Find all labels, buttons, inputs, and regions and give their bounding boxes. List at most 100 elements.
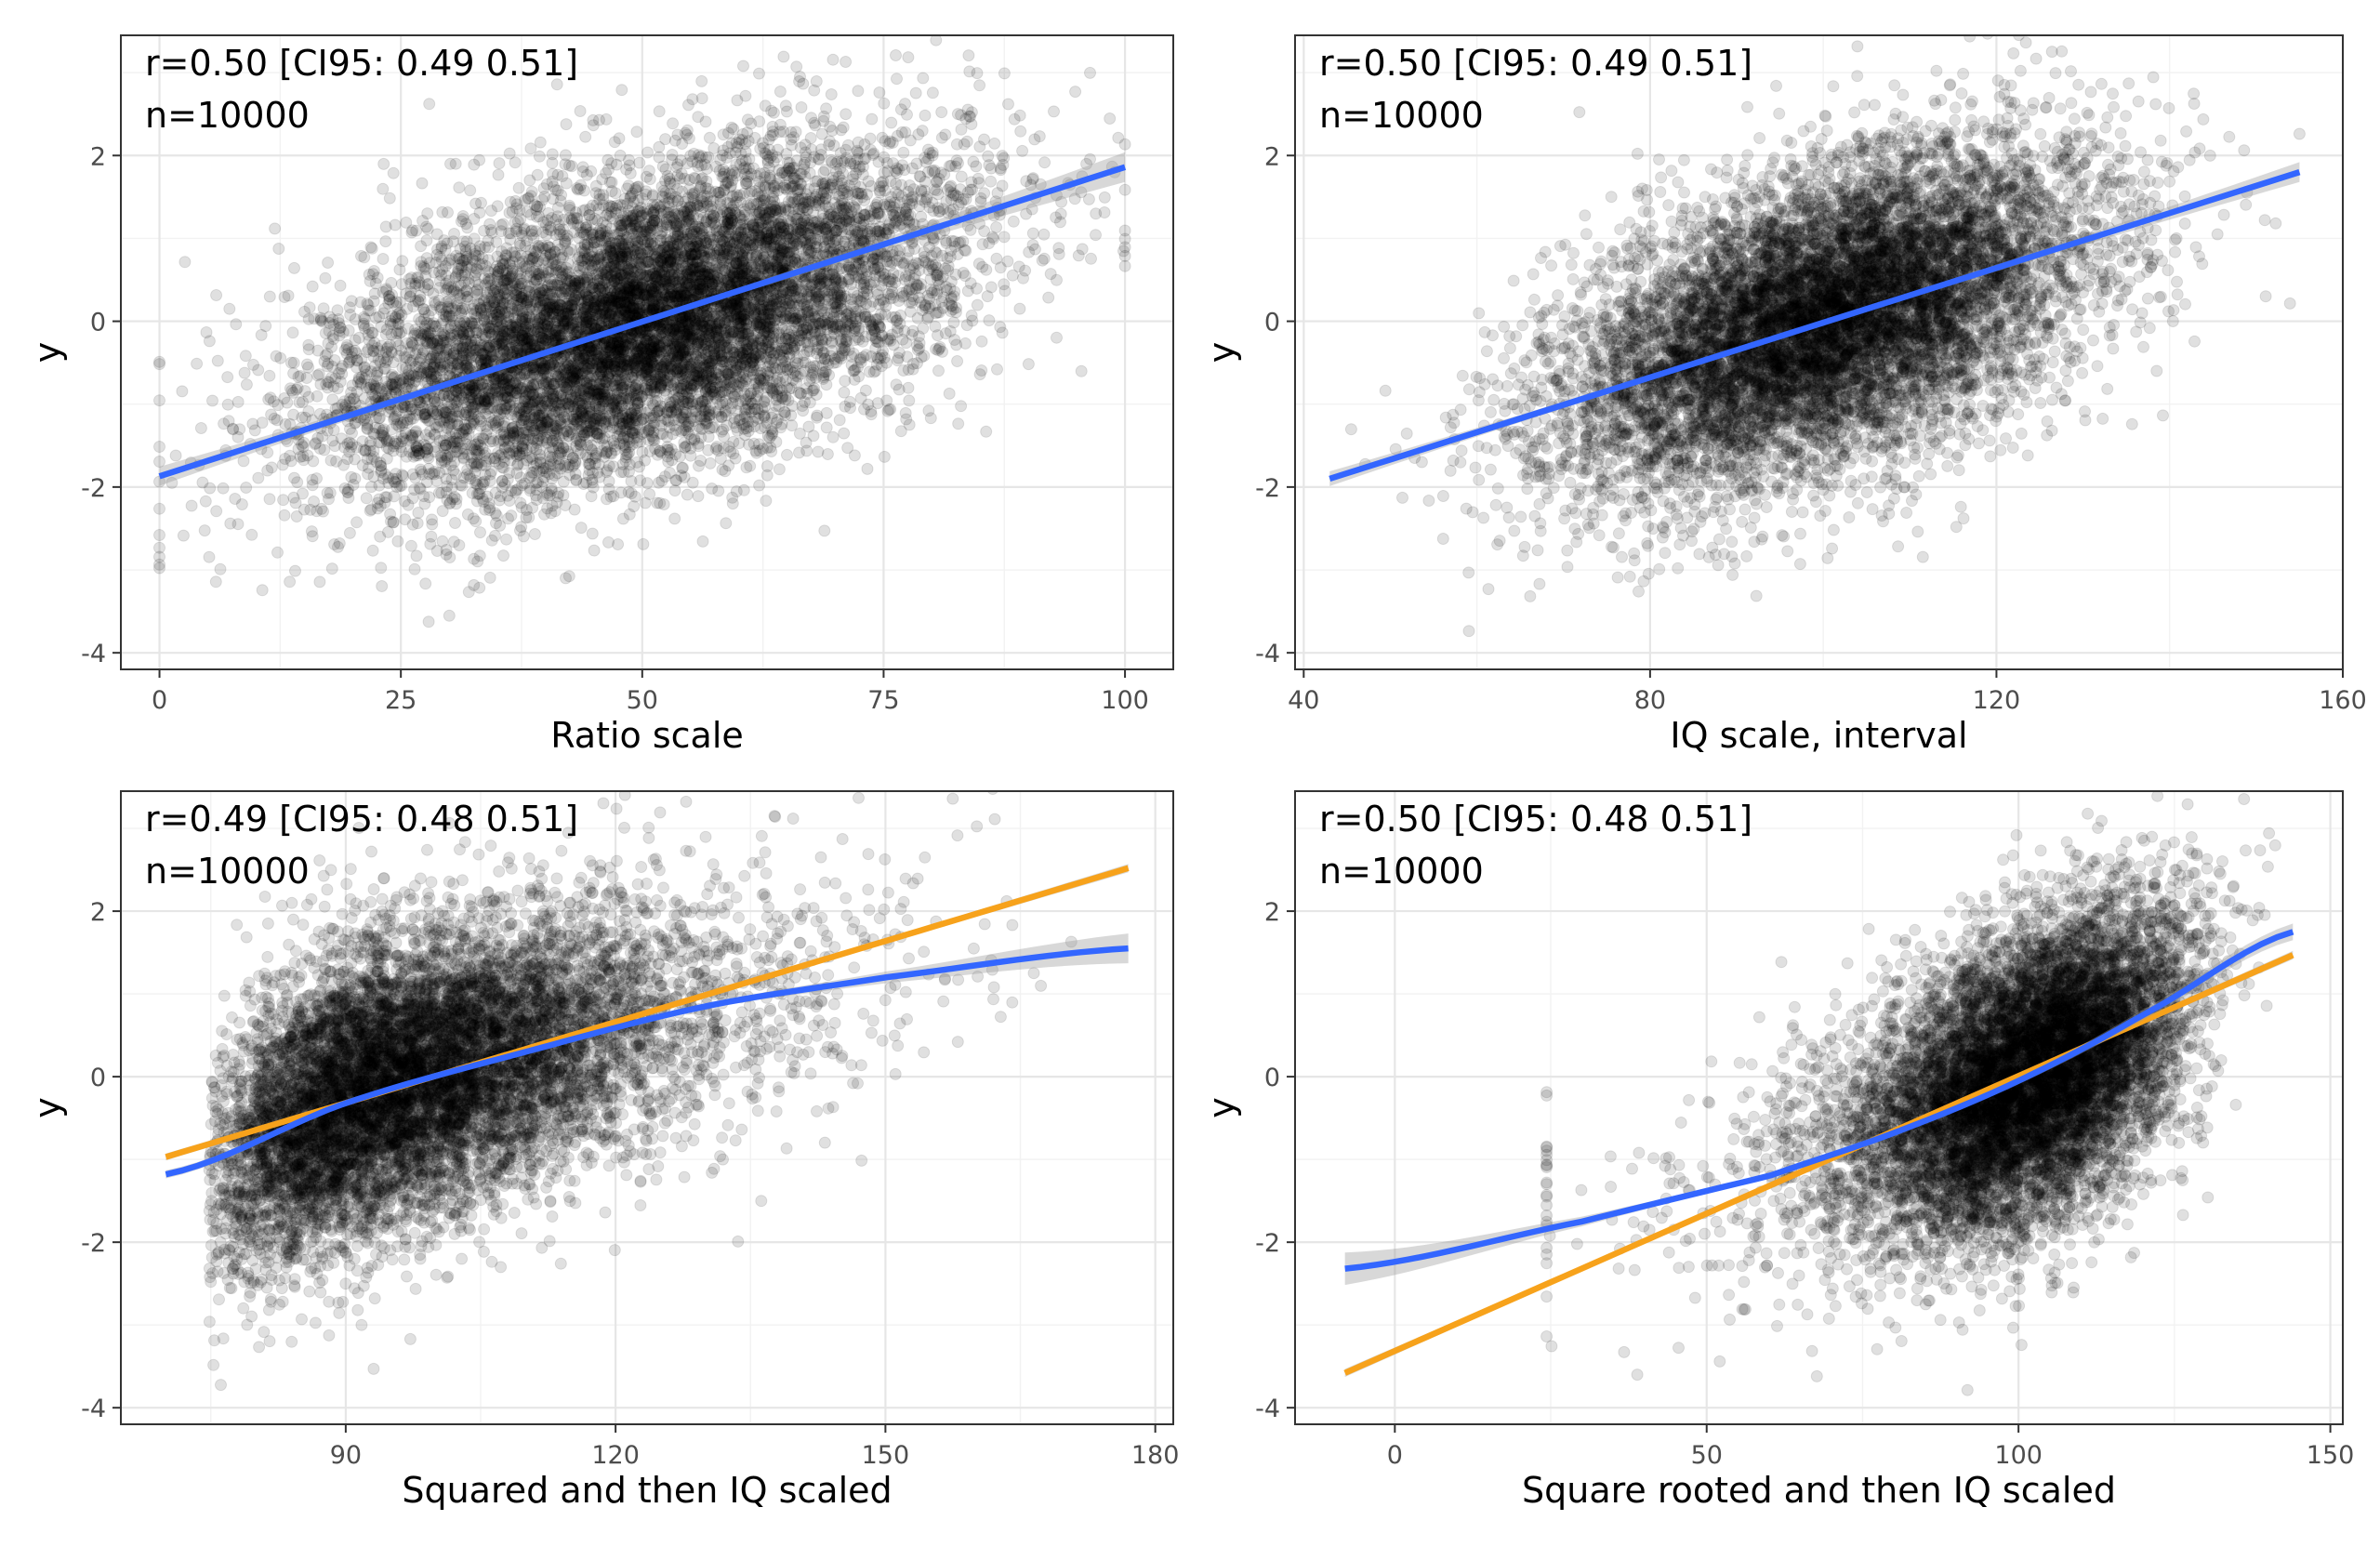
data-point xyxy=(661,240,674,253)
data-point xyxy=(365,453,378,466)
data-point xyxy=(514,267,527,280)
data-point xyxy=(795,178,808,191)
data-point xyxy=(379,235,392,248)
data-point xyxy=(821,323,834,336)
data-point xyxy=(822,210,835,223)
data-point xyxy=(798,163,811,176)
data-point xyxy=(428,391,441,404)
data-point xyxy=(528,395,541,408)
data-point xyxy=(1104,112,1117,125)
data-point xyxy=(618,375,631,387)
data-point xyxy=(498,399,511,412)
data-point xyxy=(656,428,669,441)
data-point xyxy=(337,458,350,471)
data-point xyxy=(747,415,760,428)
data-point xyxy=(870,199,882,211)
data-point xyxy=(419,577,432,590)
data-point xyxy=(512,181,525,194)
data-point xyxy=(550,496,563,509)
data-point xyxy=(707,218,720,231)
data-point xyxy=(840,56,853,68)
data-point xyxy=(866,112,879,126)
data-point xyxy=(681,228,694,241)
data-point xyxy=(871,253,884,266)
data-point xyxy=(169,449,182,462)
data-point xyxy=(1068,192,1081,205)
scatter-points xyxy=(153,35,1131,628)
data-point xyxy=(676,372,689,385)
data-point xyxy=(443,430,456,443)
data-point xyxy=(586,476,599,489)
data-point xyxy=(842,261,855,274)
data-point xyxy=(605,157,618,170)
data-point xyxy=(442,300,455,313)
data-point xyxy=(194,422,207,434)
data-point xyxy=(1048,105,1060,118)
data-point xyxy=(177,529,190,542)
data-point xyxy=(548,377,561,390)
data-point xyxy=(965,118,978,130)
data-point xyxy=(917,72,930,85)
data-point xyxy=(247,358,259,371)
data-point xyxy=(231,395,245,408)
data-point xyxy=(748,185,761,197)
data-point xyxy=(943,387,956,400)
data-point xyxy=(522,388,536,401)
data-point xyxy=(928,164,941,177)
data-point xyxy=(880,356,893,369)
data-point xyxy=(1026,227,1039,240)
data-point xyxy=(570,474,583,487)
data-point xyxy=(617,288,630,301)
data-point xyxy=(615,84,628,97)
data-point xyxy=(476,348,489,361)
data-point xyxy=(761,369,774,382)
data-point xyxy=(852,85,865,98)
data-point xyxy=(464,395,477,408)
data-point xyxy=(962,49,975,62)
data-point xyxy=(753,229,766,242)
data-point xyxy=(921,289,934,302)
data-point xyxy=(595,267,608,279)
data-point xyxy=(637,537,650,550)
data-point xyxy=(324,454,337,467)
data-point xyxy=(395,479,408,492)
data-point xyxy=(699,181,712,194)
data-point xyxy=(775,342,788,355)
data-point xyxy=(610,301,623,313)
data-point xyxy=(798,349,811,362)
data-point xyxy=(479,393,492,406)
data-point xyxy=(439,429,452,442)
data-point xyxy=(724,252,737,265)
data-point xyxy=(1016,144,1029,157)
data-point xyxy=(996,179,1009,192)
data-point xyxy=(895,290,908,303)
data-point xyxy=(497,549,509,562)
data-point xyxy=(738,260,751,273)
data-point xyxy=(632,346,644,359)
data-point xyxy=(393,306,406,319)
data-point xyxy=(504,258,516,271)
data-point xyxy=(1075,364,1088,377)
data-point xyxy=(644,224,657,237)
data-point xyxy=(697,306,710,319)
data-point xyxy=(377,253,390,265)
data-point xyxy=(991,363,1003,376)
data-point xyxy=(563,199,575,212)
data-point xyxy=(252,364,265,377)
data-point xyxy=(522,296,534,309)
data-point xyxy=(866,321,879,334)
data-point xyxy=(522,335,536,348)
data-point xyxy=(997,158,1010,171)
data-point xyxy=(990,252,1003,265)
data-point xyxy=(899,406,912,419)
data-point xyxy=(663,249,676,262)
data-point xyxy=(651,334,663,347)
data-point xyxy=(928,231,940,245)
data-point xyxy=(537,294,550,307)
data-point xyxy=(567,403,580,416)
data-point xyxy=(451,363,464,376)
data-point xyxy=(790,60,803,73)
data-point xyxy=(350,516,364,529)
data-point xyxy=(586,259,599,272)
data-point xyxy=(585,165,598,178)
